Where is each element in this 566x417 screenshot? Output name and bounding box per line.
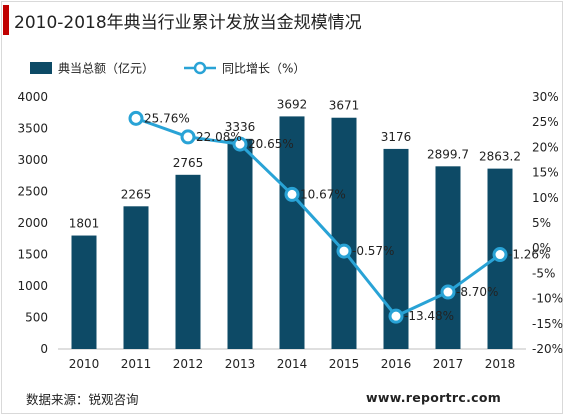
line-data-label: -1.26% <box>508 248 550 262</box>
x-tick-label: 2011 <box>121 357 152 371</box>
line-data-labels: 25.76% 22.08% 20.65% 10.67% -0.57% -13.48%-8.… <box>144 111 550 323</box>
line-data-label: 20.65% <box>248 137 294 151</box>
line-point <box>128 110 144 126</box>
bar <box>227 138 253 349</box>
title-accent-bar <box>3 5 9 35</box>
x-tick-label: 2012 <box>173 357 204 371</box>
chart-title: 2010-2018年典当行业累计发放当金规模情况 <box>14 13 362 33</box>
bar-data-label: 3336 <box>225 120 256 134</box>
bar <box>71 235 97 349</box>
y-right-tick-label: -15% <box>532 317 563 331</box>
y-right-tick-label: 20% <box>532 140 559 154</box>
bar-data-label: 3671 <box>329 99 360 113</box>
x-tick-label: 2014 <box>277 357 308 371</box>
line-point <box>180 129 196 145</box>
line-point <box>492 247 508 263</box>
line-series <box>128 110 508 324</box>
x-tick-label: 2010 <box>69 357 100 371</box>
line-data-label: 25.76% <box>144 111 190 125</box>
y-left-tick-label: 1500 <box>17 248 48 262</box>
bar <box>435 166 461 349</box>
line-point <box>388 308 404 324</box>
y-right-tick-label: 10% <box>532 191 559 205</box>
bar-data-label: 2899.7 <box>427 147 469 161</box>
y-left-tick-label: 1000 <box>17 279 48 293</box>
y-left-tick-label: 3500 <box>17 122 48 136</box>
website-url: www.reportrc.com <box>366 390 502 405</box>
line-point <box>336 243 352 259</box>
line-data-label: 10.67% <box>300 187 346 201</box>
bar <box>279 116 305 350</box>
data-source: 数据来源：锐观咨询 <box>26 392 139 407</box>
y-right-tick-label: -10% <box>532 292 563 306</box>
y-right-tick-label: 15% <box>532 166 559 180</box>
legend-line-marker <box>193 61 207 75</box>
line-point <box>284 186 300 202</box>
x-tick-label: 2016 <box>381 357 412 371</box>
growth-line <box>135 116 501 318</box>
bar <box>123 206 149 349</box>
y-right-tick-label: 25% <box>532 115 559 129</box>
bar <box>175 174 201 349</box>
bar-data-label: 2765 <box>173 156 204 170</box>
x-tick-label: 2015 <box>329 357 360 371</box>
bar-data-label: 3176 <box>381 130 412 144</box>
line-data-label: -8.70% <box>456 285 498 299</box>
bar-data-labels: 1801 2265 2765 3336 3692 3671 3176 2899.7 2863.2 <box>69 97 521 230</box>
y-right-tick-label: -5% <box>532 266 555 280</box>
line-point <box>440 284 456 300</box>
y-left-tick-label: 500 <box>25 311 48 325</box>
y-left-tick-label: 4000 <box>17 90 48 104</box>
line-point <box>232 136 248 152</box>
y-right-tick-label: 5% <box>532 216 551 230</box>
bar-data-label: 2863.2 <box>479 150 521 164</box>
bar-data-label: 2265 <box>121 187 152 201</box>
bar-data-label: 1801 <box>69 217 100 231</box>
bar-data-label: 3692 <box>277 97 308 111</box>
line-data-label: -0.57% <box>352 244 394 258</box>
x-tick-label: 2017 <box>433 357 464 371</box>
legend-bar-swatch <box>30 62 52 74</box>
legend: 典当总额（亿元） 同比增长（%） <box>30 61 305 76</box>
bar <box>331 117 357 350</box>
x-tick-label: 2013 <box>225 357 256 371</box>
y-left-tick-label: 0 <box>40 342 48 356</box>
y-right-tick-label: 30% <box>532 90 559 104</box>
line-data-label: 22.08% <box>196 130 242 144</box>
line-data-label: -13.48% <box>404 309 454 323</box>
y-left-tick-label: 2500 <box>17 185 48 199</box>
y-right-tick-label: -20% <box>532 342 563 356</box>
y-right-tick-label: 0% <box>532 241 551 255</box>
y-left-tick-label: 3000 <box>17 153 48 167</box>
x-tick-label: 2018 <box>485 357 516 371</box>
y-left-tick-label: 2000 <box>17 216 48 230</box>
legend-bar-label: 典当总额（亿元） <box>58 61 154 76</box>
legend-line-label: 同比增长（%） <box>222 62 305 76</box>
